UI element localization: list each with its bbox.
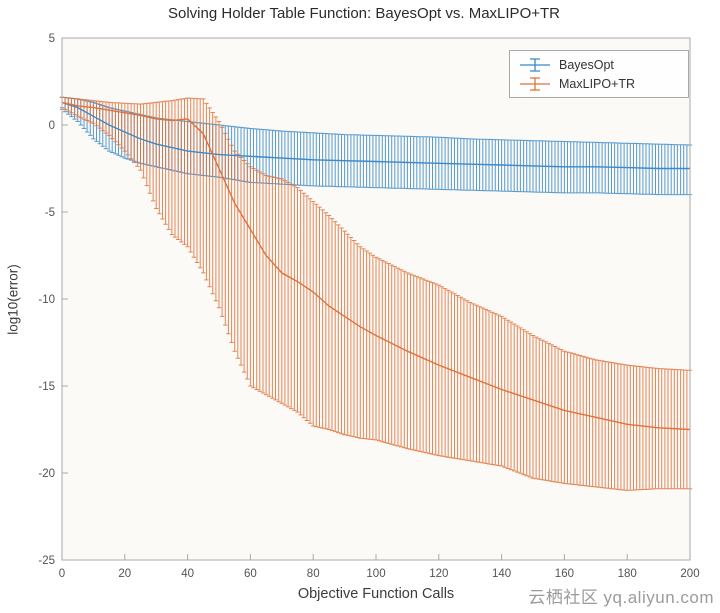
svg-text:-20: -20: [38, 468, 55, 480]
svg-text:-10: -10: [38, 294, 55, 306]
svg-text:100: 100: [366, 568, 385, 580]
svg-text:120: 120: [429, 568, 448, 580]
legend-label: MaxLIPO+TR: [559, 76, 636, 91]
svg-text:-15: -15: [38, 381, 55, 393]
legend-item-maxlipo: MaxLIPO+TR: [518, 74, 680, 93]
legend-label: BayesOpt: [559, 57, 614, 72]
svg-text:200: 200: [680, 568, 699, 580]
svg-text:60: 60: [244, 568, 257, 580]
errorbar-glyph-icon: [520, 76, 550, 91]
svg-text:80: 80: [307, 568, 320, 580]
svg-text:180: 180: [618, 568, 637, 580]
chart-title: Solving Holder Table Function: BayesOpt …: [168, 5, 560, 22]
svg-text:160: 160: [555, 568, 574, 580]
x-axis-label: Objective Function Calls: [297, 586, 455, 602]
legend-item-bayesopt: BayesOpt: [518, 55, 680, 74]
y-axis-label: log10(error): [5, 264, 21, 335]
svg-text:0: 0: [59, 568, 65, 580]
svg-text:0: 0: [49, 120, 55, 132]
watermark: 云栖社区 yq.aliyun.com: [528, 588, 714, 607]
legend: BayesOpt MaxLIPO+TR: [509, 50, 689, 98]
svg-text:5: 5: [49, 33, 55, 45]
svg-text:20: 20: [118, 568, 131, 580]
svg-text:40: 40: [181, 568, 194, 580]
svg-text:-25: -25: [38, 555, 55, 567]
svg-text:140: 140: [492, 568, 511, 580]
svg-text:-5: -5: [45, 207, 55, 219]
errorbar-glyph-icon: [520, 57, 550, 72]
